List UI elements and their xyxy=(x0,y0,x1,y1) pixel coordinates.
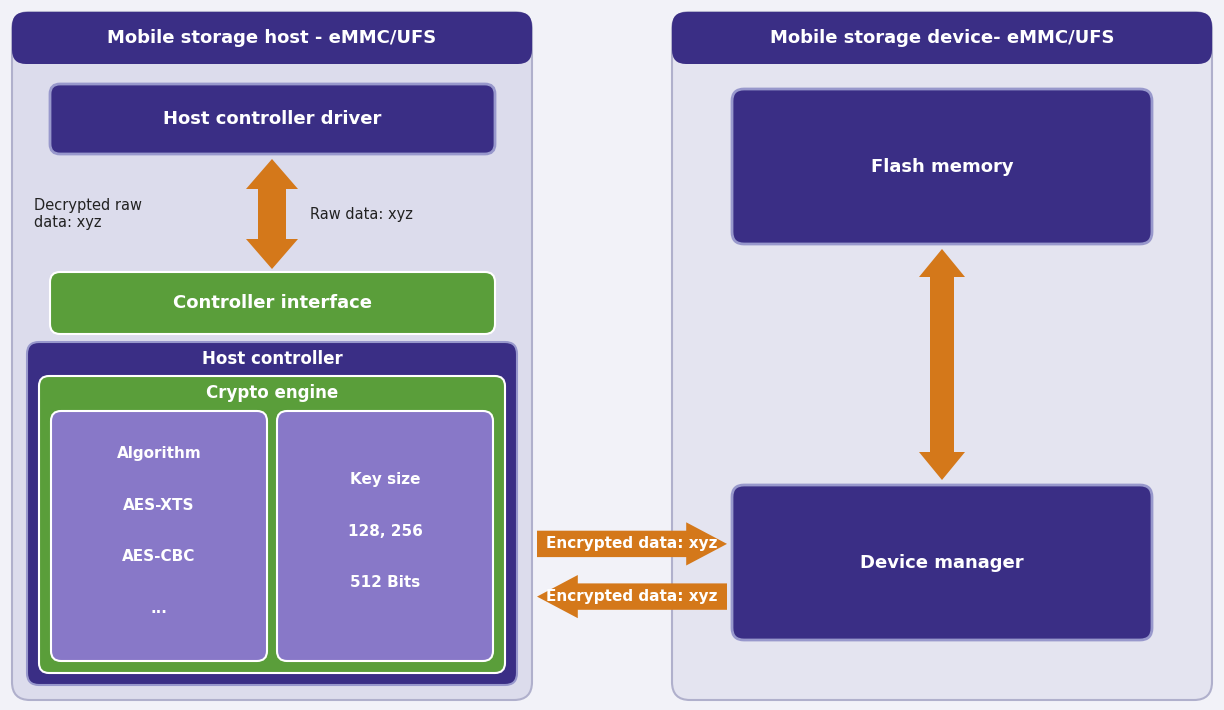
Text: Device manager: Device manager xyxy=(860,554,1023,572)
FancyBboxPatch shape xyxy=(50,84,494,154)
FancyBboxPatch shape xyxy=(12,12,532,700)
FancyBboxPatch shape xyxy=(39,376,506,673)
Polygon shape xyxy=(537,523,727,565)
Text: Host controller driver: Host controller driver xyxy=(163,110,382,128)
Polygon shape xyxy=(537,575,727,618)
FancyBboxPatch shape xyxy=(27,342,517,685)
FancyBboxPatch shape xyxy=(732,89,1152,244)
Text: Algorithm

AES-XTS

AES-CBC

...: Algorithm AES-XTS AES-CBC ... xyxy=(116,446,202,616)
Polygon shape xyxy=(919,249,965,480)
FancyBboxPatch shape xyxy=(12,12,532,64)
FancyBboxPatch shape xyxy=(50,272,494,334)
Text: Mobile storage device- eMMC/UFS: Mobile storage device- eMMC/UFS xyxy=(770,29,1114,47)
Text: Flash memory: Flash memory xyxy=(870,158,1013,175)
FancyBboxPatch shape xyxy=(672,12,1212,700)
FancyBboxPatch shape xyxy=(672,12,1212,64)
Text: Encrypted data: xyz: Encrypted data: xyz xyxy=(546,536,717,552)
Text: Host controller: Host controller xyxy=(202,350,343,368)
Text: Raw data: xyz: Raw data: xyz xyxy=(310,207,412,222)
Text: Controller interface: Controller interface xyxy=(173,294,372,312)
Text: Encrypted data: xyz: Encrypted data: xyz xyxy=(546,589,717,604)
FancyBboxPatch shape xyxy=(732,485,1152,640)
Text: Key size

128, 256

512 Bits: Key size 128, 256 512 Bits xyxy=(348,472,422,590)
Polygon shape xyxy=(246,159,297,269)
FancyBboxPatch shape xyxy=(277,411,493,661)
Text: Decrypted raw
data: xyz: Decrypted raw data: xyz xyxy=(34,198,142,230)
FancyBboxPatch shape xyxy=(51,411,267,661)
Text: Crypto engine: Crypto engine xyxy=(206,384,338,402)
Text: Mobile storage host - eMMC/UFS: Mobile storage host - eMMC/UFS xyxy=(108,29,437,47)
